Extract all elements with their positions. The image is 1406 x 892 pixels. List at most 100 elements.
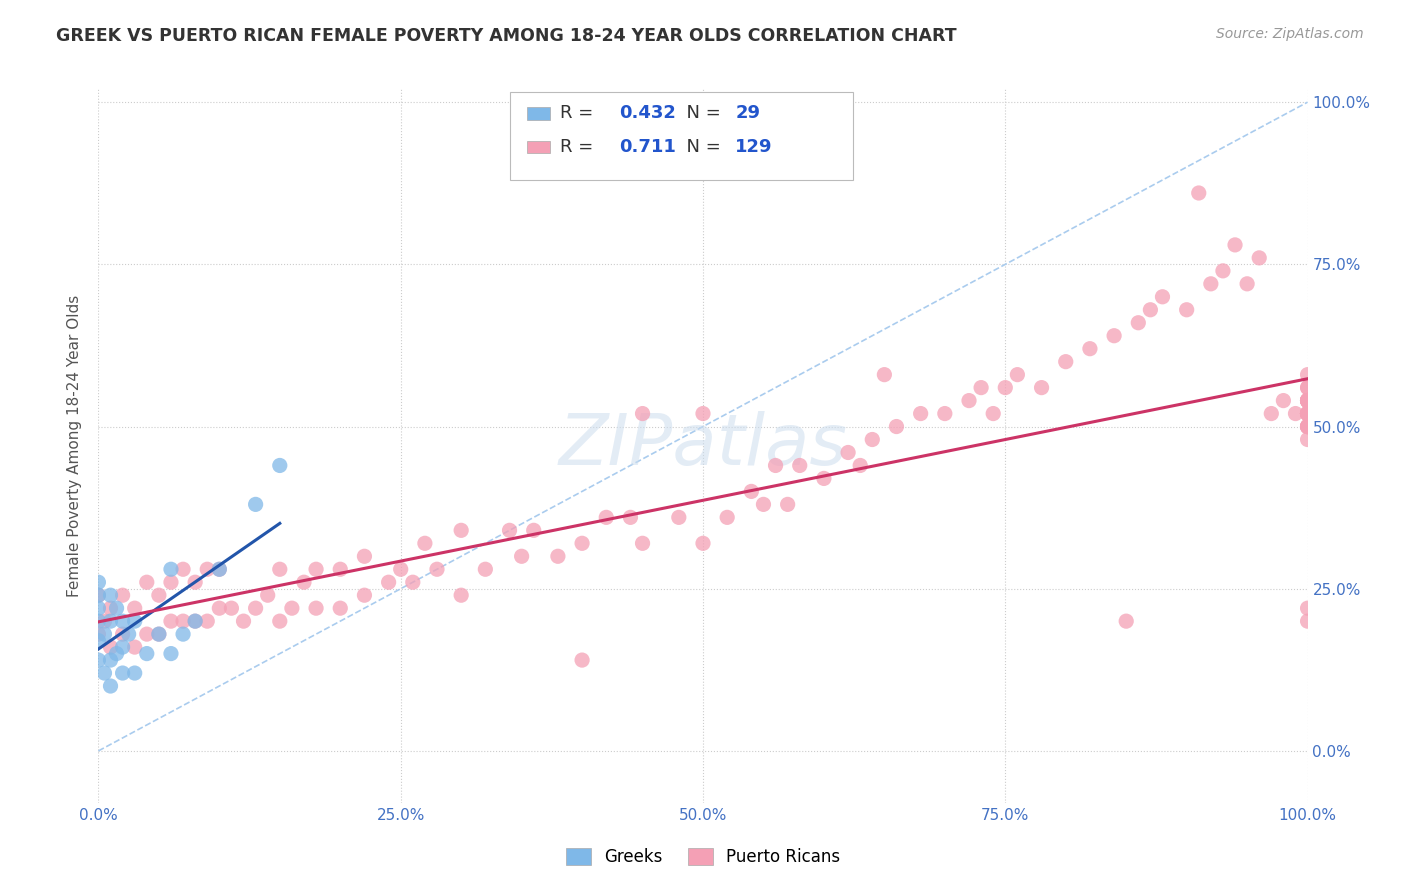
- Point: [692, 536, 714, 550]
- Text: GREEK VS PUERTO RICAN FEMALE POVERTY AMONG 18-24 YEAR OLDS CORRELATION CHART: GREEK VS PUERTO RICAN FEMALE POVERTY AMO…: [56, 27, 957, 45]
- Point: [148, 627, 170, 641]
- Point: [1296, 419, 1319, 434]
- Point: [269, 458, 291, 473]
- Point: [124, 614, 146, 628]
- Point: [1296, 407, 1319, 421]
- Point: [87, 601, 110, 615]
- Point: [377, 575, 399, 590]
- Point: [353, 549, 375, 564]
- Point: [1296, 393, 1319, 408]
- Point: [474, 562, 496, 576]
- Point: [837, 445, 859, 459]
- Point: [100, 601, 122, 615]
- Point: [256, 588, 278, 602]
- Point: [1296, 381, 1319, 395]
- Point: [547, 549, 569, 564]
- Point: [245, 601, 267, 615]
- Point: [910, 407, 932, 421]
- Point: [1296, 407, 1319, 421]
- Point: [1296, 393, 1319, 408]
- Point: [93, 627, 115, 641]
- Point: [305, 562, 328, 576]
- Point: [631, 407, 654, 421]
- Text: 129: 129: [735, 138, 773, 156]
- Point: [1054, 354, 1077, 368]
- Y-axis label: Female Poverty Among 18-24 Year Olds: Female Poverty Among 18-24 Year Olds: [67, 295, 83, 597]
- Text: 0.432: 0.432: [619, 104, 675, 122]
- Point: [994, 381, 1017, 395]
- Point: [135, 575, 157, 590]
- Point: [389, 562, 412, 576]
- Point: [752, 497, 775, 511]
- Point: [886, 419, 908, 434]
- Point: [281, 601, 304, 615]
- Point: [1296, 407, 1319, 421]
- Point: [668, 510, 690, 524]
- Point: [160, 647, 183, 661]
- Point: [100, 679, 122, 693]
- Point: [118, 627, 141, 641]
- Point: [450, 524, 472, 538]
- Point: [124, 666, 146, 681]
- Point: [93, 614, 115, 628]
- Point: [1296, 419, 1319, 434]
- Point: [87, 588, 110, 602]
- Point: [970, 381, 993, 395]
- Point: [716, 510, 738, 524]
- Point: [87, 633, 110, 648]
- Point: [1188, 186, 1211, 200]
- Point: [523, 524, 546, 538]
- Point: [87, 653, 110, 667]
- Point: [957, 393, 980, 408]
- Point: [402, 575, 425, 590]
- Text: N =: N =: [675, 104, 727, 122]
- Point: [1128, 316, 1150, 330]
- Point: [934, 407, 956, 421]
- Point: [1031, 381, 1053, 395]
- Point: [1296, 381, 1319, 395]
- Point: [789, 458, 811, 473]
- Point: [148, 627, 170, 641]
- Point: [1115, 614, 1137, 628]
- Point: [1296, 393, 1319, 408]
- Point: [1296, 407, 1319, 421]
- Point: [195, 614, 218, 628]
- Point: [1212, 264, 1234, 278]
- Point: [1296, 407, 1319, 421]
- Point: [776, 497, 799, 511]
- Point: [571, 536, 593, 550]
- Point: [195, 562, 218, 576]
- Point: [269, 614, 291, 628]
- Point: [981, 407, 1004, 421]
- Point: [100, 614, 122, 628]
- Point: [245, 497, 267, 511]
- Point: [1260, 407, 1282, 421]
- Point: [111, 588, 134, 602]
- Point: [873, 368, 896, 382]
- Point: [87, 575, 110, 590]
- Point: [1296, 433, 1319, 447]
- Point: [631, 536, 654, 550]
- Point: [498, 524, 520, 538]
- Point: [184, 614, 207, 628]
- Point: [510, 549, 533, 564]
- Point: [100, 640, 122, 654]
- Point: [860, 433, 883, 447]
- Point: [208, 562, 231, 576]
- Point: [740, 484, 762, 499]
- Point: [105, 601, 128, 615]
- Point: [413, 536, 436, 550]
- Point: [1296, 393, 1319, 408]
- Point: [571, 653, 593, 667]
- Point: [1296, 393, 1319, 408]
- Point: [160, 614, 183, 628]
- Point: [111, 614, 134, 628]
- Point: [100, 653, 122, 667]
- Point: [1296, 407, 1319, 421]
- Point: [1223, 238, 1246, 252]
- Point: [1296, 419, 1319, 434]
- Point: [93, 666, 115, 681]
- Text: N =: N =: [675, 138, 727, 156]
- Point: [105, 647, 128, 661]
- Point: [160, 562, 183, 576]
